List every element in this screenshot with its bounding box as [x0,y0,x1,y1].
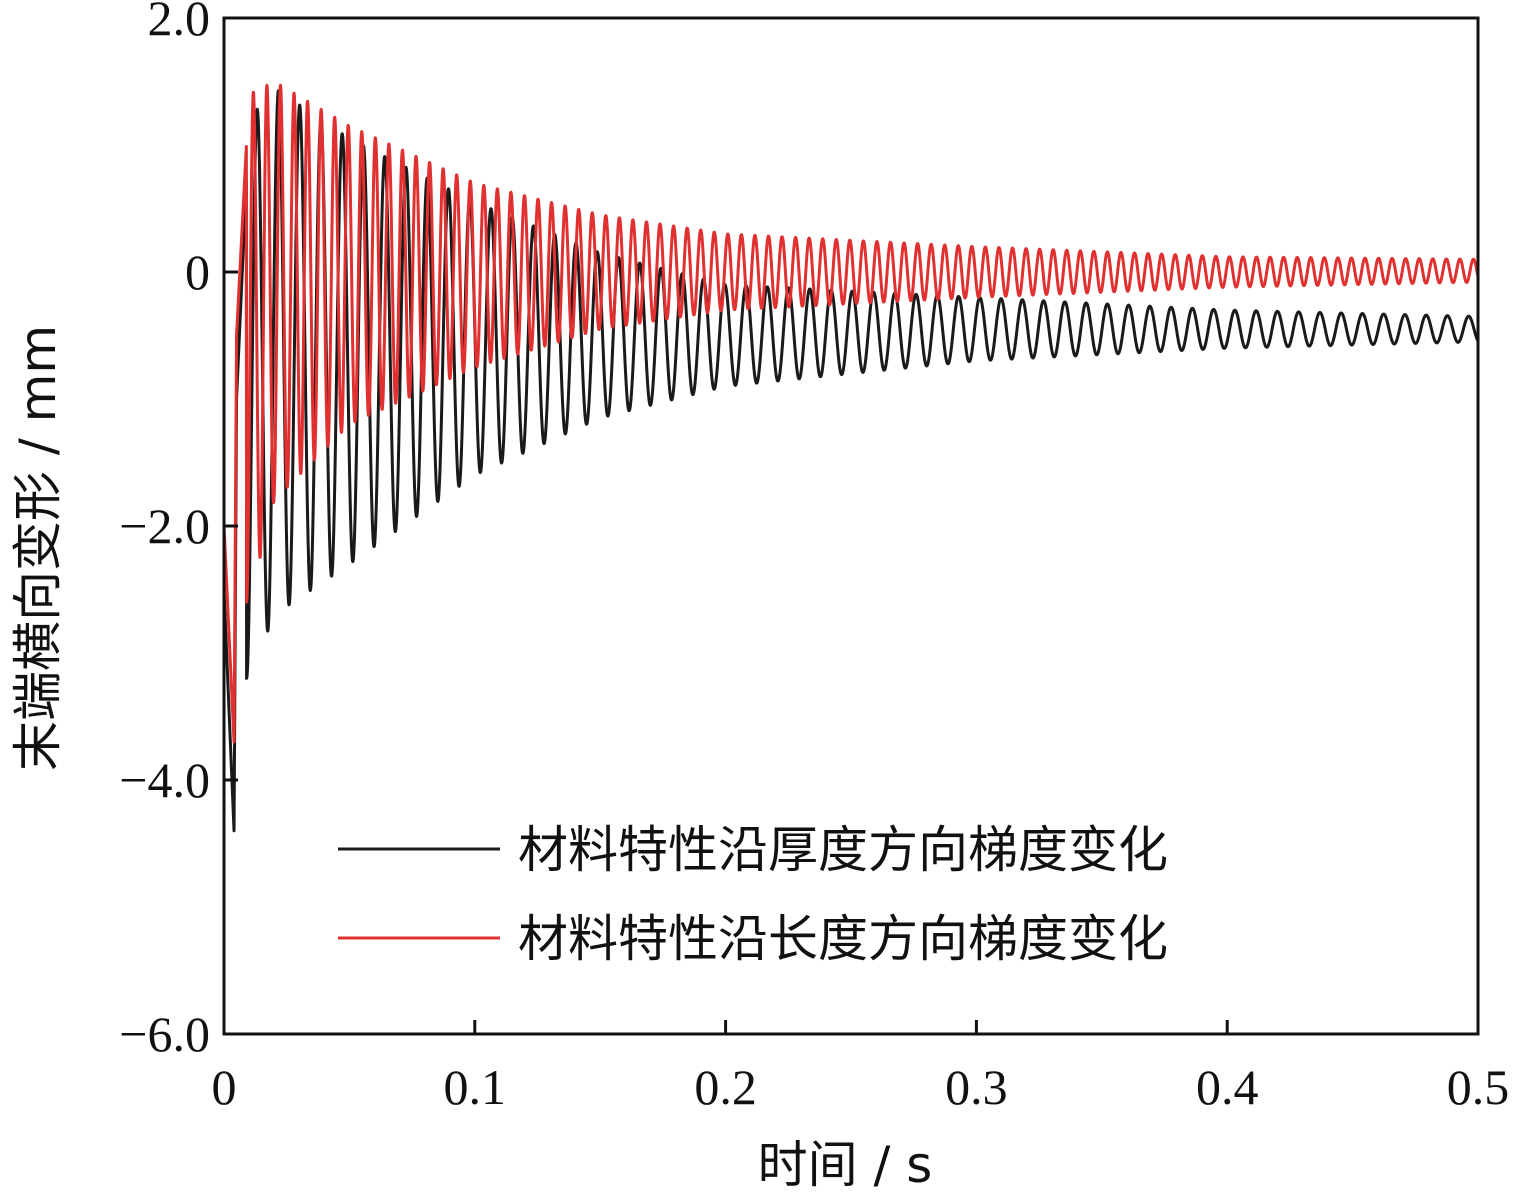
x-axis-title: 时间 / s [758,1136,933,1194]
y-axis-title: 末端横向变形 / mm [9,325,67,771]
x-tick-label: 0.2 [694,1059,757,1115]
x-tick-label: 0.4 [1196,1059,1259,1115]
x-tick-label: 0.5 [1447,1059,1510,1115]
x-tick-label: 0.3 [945,1059,1008,1115]
y-tick-label: −2.0 [119,498,210,554]
legend-label-thickness-gradient: 材料特性沿厚度方向梯度变化 [518,821,1168,879]
y-tick-label: −4.0 [119,752,210,808]
y-tick-label: 0 [185,244,210,300]
x-tick-label: 0 [212,1059,237,1115]
x-tick-label: 0.1 [444,1059,507,1115]
series-layer [224,83,1478,833]
series-line-thickness-gradient [224,89,1478,833]
series-line-length-gradient [224,83,1478,744]
y-tick-label: −6.0 [119,1006,210,1062]
plot-frame [222,16,1480,1036]
x-axis-ticks: 0 0.1 0.2 0.3 0.4 0.5 [212,1020,1510,1115]
legend: 材料特性沿厚度方向梯度变化 材料特性沿长度方向梯度变化 [338,821,1168,968]
y-axis-ticks: 2.0 0 −2.0 −4.0 −6.0 [119,0,238,1062]
legend-label-length-gradient: 材料特性沿长度方向梯度变化 [518,910,1168,968]
y-tick-label: 2.0 [148,0,211,46]
